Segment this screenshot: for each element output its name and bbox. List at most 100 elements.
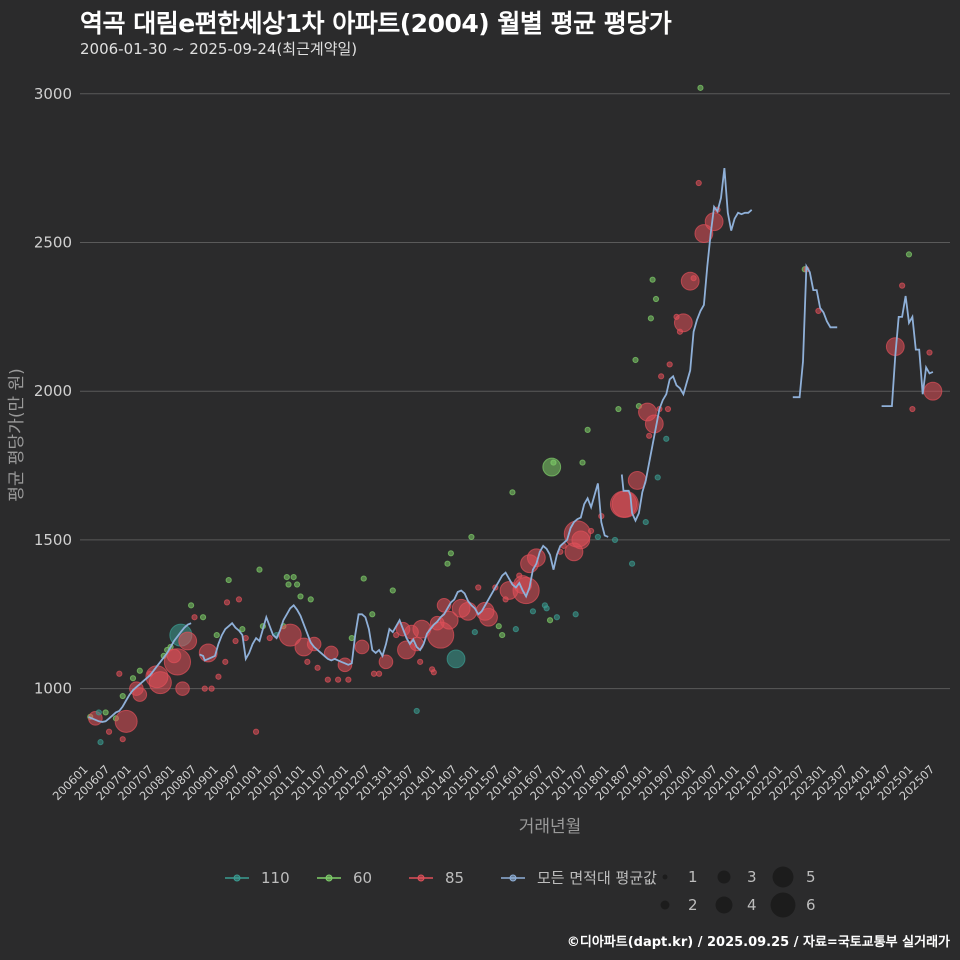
data-point-60	[447, 550, 455, 557]
data-point-85	[370, 670, 378, 677]
data-point-85	[201, 685, 208, 692]
data-point-85	[680, 271, 700, 291]
data-point-85	[815, 307, 822, 315]
data-point-110	[97, 739, 104, 746]
data-point-110	[471, 629, 478, 636]
data-point-85	[479, 607, 498, 627]
data-point-85	[644, 414, 664, 434]
data-point-60	[550, 459, 557, 466]
data-point-85	[252, 728, 260, 735]
data-point-85	[163, 648, 192, 676]
y-axis-title: 평균 평당가(만 원)	[7, 368, 27, 502]
data-point-85	[105, 728, 113, 735]
data-point-60	[697, 84, 704, 91]
y-tick-label: 3000	[34, 85, 72, 103]
data-point-60	[360, 575, 367, 582]
data-point-85	[899, 282, 906, 289]
data-point-60	[256, 566, 263, 573]
data-point-85	[232, 637, 239, 645]
data-point-110	[413, 707, 420, 715]
data-point-85	[923, 381, 943, 401]
data-point-85	[222, 658, 229, 665]
chart-title: 역곡 대림e편한세상1차 아파트(2004) 월별 평균 평당가	[80, 9, 672, 38]
data-point-60	[297, 593, 304, 600]
data-point-85	[178, 631, 198, 651]
data-point-85	[694, 224, 714, 243]
data-point-60	[615, 405, 622, 413]
source-credit: ©디아파트(dapt.kr) / 2025.09.25 / 자료=국토교통부 실…	[566, 935, 950, 950]
data-point-60	[632, 356, 639, 364]
data-point-60	[136, 667, 143, 674]
data-point-60	[285, 581, 292, 588]
data-point-60	[102, 709, 109, 716]
data-point-85	[690, 275, 697, 282]
data-point-85	[378, 654, 394, 670]
data-point-85	[376, 670, 383, 677]
data-point-110	[543, 605, 550, 612]
data-point-85	[417, 658, 424, 665]
data-point-60	[290, 573, 297, 581]
legend-label: 60	[353, 869, 372, 887]
size-legend-dot	[770, 892, 796, 918]
data-point-85	[475, 584, 482, 591]
data-point-110	[642, 518, 649, 526]
data-point-85	[526, 548, 546, 568]
data-point-110	[529, 608, 537, 615]
y-tick-label: 1500	[34, 531, 72, 549]
data-point-110	[572, 611, 579, 618]
data-point-85	[266, 634, 273, 642]
legend-label: 85	[445, 869, 464, 887]
avg-line-series	[881, 295, 934, 407]
data-point-85	[114, 709, 138, 733]
data-point-60	[389, 587, 396, 594]
data-point-60	[225, 576, 232, 584]
chart-subtitle: 2006-01-30 ~ 2025-09-24(최근계약일)	[80, 40, 358, 58]
size-legend-dot	[660, 900, 670, 910]
data-point-110	[663, 435, 670, 442]
data-point-85	[148, 671, 172, 695]
data-point-60	[369, 611, 376, 618]
data-point-85	[116, 670, 123, 677]
data-point-85	[235, 596, 243, 603]
y-tick-label: 2000	[34, 382, 72, 400]
size-legend-label: 1	[688, 868, 698, 886]
size-legend-label: 4	[747, 896, 757, 914]
data-point-85	[926, 349, 933, 356]
data-point-85	[658, 373, 665, 380]
avg-line-series	[620, 167, 753, 523]
data-point-110	[628, 560, 636, 567]
data-point-110	[594, 533, 601, 541]
data-point-85	[611, 490, 639, 518]
avg-line-series	[88, 622, 192, 723]
data-point-110	[512, 626, 519, 633]
size-legend-label: 2	[688, 896, 698, 914]
data-point-110	[446, 649, 466, 669]
data-point-85	[458, 601, 478, 621]
data-point-85	[119, 736, 126, 743]
data-point-60	[495, 623, 502, 630]
data-point-85	[132, 687, 148, 702]
legend-swatch-dot	[325, 874, 333, 882]
data-point-85	[571, 530, 591, 550]
size-legend-dot	[772, 866, 794, 888]
data-point-60	[499, 631, 506, 639]
y-tick-label: 1000	[34, 680, 72, 698]
data-point-85	[439, 610, 459, 630]
size-legend-dot	[717, 870, 731, 884]
data-point-85	[334, 676, 342, 683]
legend-swatch-dot	[417, 874, 425, 882]
data-point-60	[199, 614, 207, 621]
data-point-85	[646, 432, 653, 439]
data-point-85	[704, 212, 724, 232]
data-point-60	[546, 617, 554, 624]
data-point-60	[647, 315, 654, 322]
legend-swatch-dot	[233, 874, 241, 882]
data-point-85	[673, 313, 693, 333]
data-point-85	[304, 658, 311, 665]
data-point-85	[695, 179, 702, 187]
data-point-60	[119, 692, 126, 700]
data-point-85	[208, 685, 215, 692]
data-point-110	[553, 614, 560, 621]
x-axis-title: 거래년월	[519, 817, 582, 837]
